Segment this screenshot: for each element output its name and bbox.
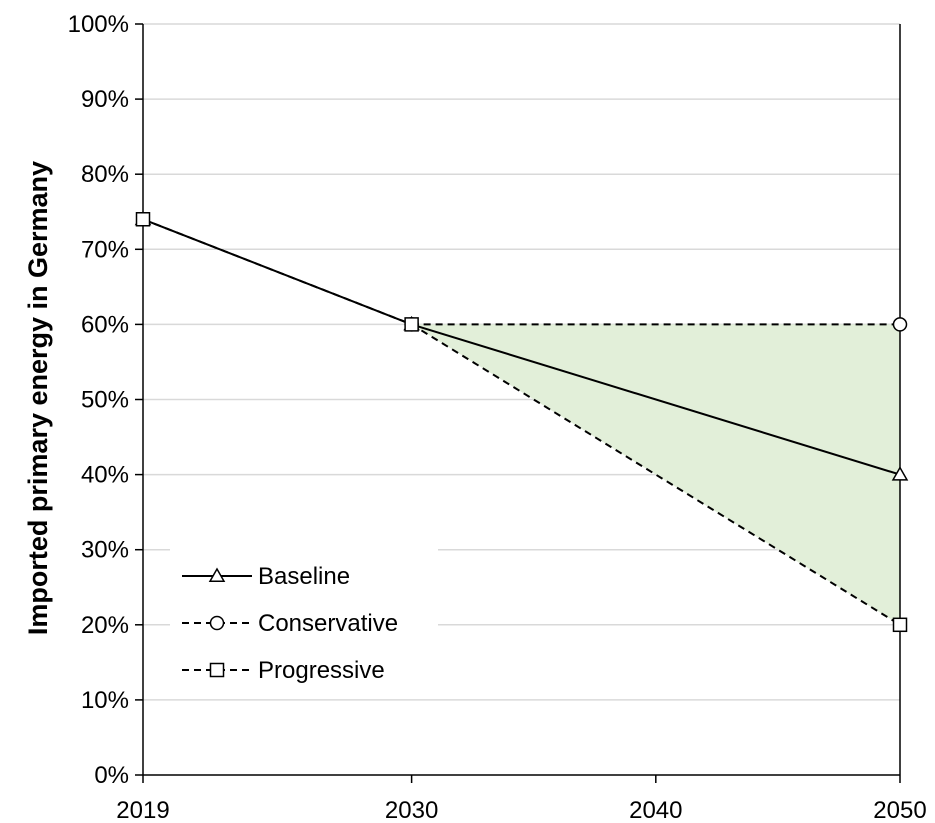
progressive-point-marker	[135, 212, 151, 227]
legend-square-icon	[209, 662, 225, 678]
y-tick-label: 90%	[81, 86, 129, 113]
legend-label: Progressive	[258, 657, 385, 684]
legend-triangle-icon	[208, 567, 226, 582]
axes	[135, 23, 901, 783]
scenario-range-band	[411, 324, 900, 625]
y-tick-labels: 0% 10% 20% 30% 40% 50% 60% 70% 80% 90% 100%	[68, 11, 129, 789]
y-tick-label: 80%	[81, 161, 129, 188]
y-tick-label: 100%	[68, 11, 129, 38]
y-tick-label: 30%	[81, 537, 129, 564]
series-markers	[134, 210, 909, 633]
y-tick-label: 20%	[81, 612, 129, 639]
legend-label: Conservative	[258, 610, 398, 637]
legend-entry-baseline: Baseline	[182, 563, 350, 590]
y-axis-title: Imported primary energy in Germany	[23, 161, 53, 635]
legend-entry-conservative: Conservative	[182, 610, 398, 637]
y-tick-label: 10%	[81, 687, 129, 714]
x-tick-label: 2050	[873, 797, 926, 823]
progressive-point-marker	[892, 617, 908, 633]
baseline-point-marker	[891, 466, 909, 481]
y-tick-label: 70%	[81, 236, 129, 263]
legend-entry-progressive: Progressive	[182, 657, 385, 684]
y-tick-label: 50%	[81, 387, 129, 414]
legend: Baseline Conservative Progressive	[170, 549, 438, 690]
y-tick-label: 40%	[81, 462, 129, 489]
legend-label: Baseline	[258, 563, 350, 590]
progressive-point-marker	[404, 317, 419, 332]
range-band-area	[411, 324, 900, 625]
conservative-point-marker	[892, 317, 908, 332]
y-tick-label: 0%	[94, 762, 129, 789]
x-tick-labels: 2019 2030 2040 2050	[116, 797, 926, 823]
x-tick-label: 2019	[116, 797, 169, 823]
y-tick-label: 60%	[81, 311, 129, 338]
legend-circle-icon	[209, 615, 225, 631]
x-tick-label: 2030	[385, 797, 438, 823]
series-lines	[134, 210, 909, 633]
x-tick-label: 2040	[629, 797, 682, 823]
